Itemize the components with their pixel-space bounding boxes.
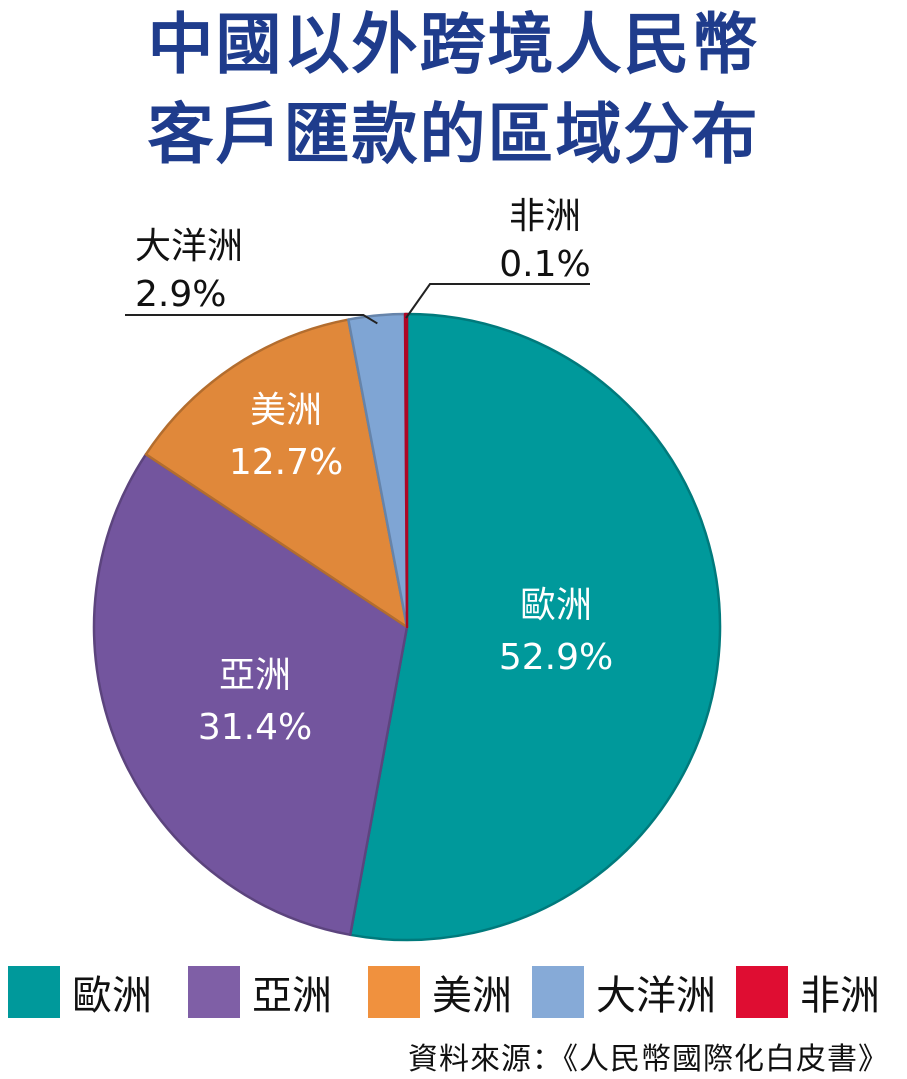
pie-slice-4 [403,312,409,629]
slice-value-label-4: 0.1% [499,244,590,285]
slice-name-label-4: 非洲 [509,196,581,237]
leader-line-oceania [125,314,378,325]
legend-item-3: 大洋洲 [532,962,716,1022]
chart-title-line2: 客戶匯款的區域分布 [147,96,760,173]
pie-slice-1 [92,453,409,937]
chart-title-line1: 中國以外跨境人民幣 [147,6,760,83]
leader-line-africa [405,283,590,319]
source-note: 資料來源：《人民幣國際化白皮書》 [408,1042,889,1077]
chart-legend: 歐洲 亞洲 美洲 大洋洲 非洲 [0,962,907,1022]
slice-name-label-0: 歐洲 [520,585,592,626]
pie-slice-2 [144,318,409,629]
slice-name-label-3: 大洋洲 [135,226,243,267]
slice-value-label-3: 2.9% [135,274,226,315]
legend-swatch-4 [736,966,788,1018]
legend-swatch-2 [368,966,420,1018]
legend-item-0: 歐洲 [8,962,152,1022]
legend-item-4: 非洲 [736,962,880,1022]
slice-value-label-1: 31.4% [198,707,312,748]
slice-name-label-1: 亞洲 [219,655,291,696]
legend-swatch-3 [532,966,584,1018]
legend-swatch-1 [188,966,240,1018]
slice-value-label-2: 12.7% [229,442,343,483]
slice-value-label-0: 52.9% [499,637,613,678]
pie-slice-0 [349,312,722,942]
legend-label-1: 亞洲 [252,973,332,1019]
legend-item-1: 亞洲 [188,962,332,1022]
pie-chart: 歐洲 52.9% 亞洲 31.4% 美洲 12.7% 大洋洲 2.9% 非洲 0.1% [92,196,722,942]
legend-item-2: 美洲 [368,962,512,1022]
slice-name-label-2: 美洲 [250,390,322,431]
legend-label-4: 非洲 [800,973,880,1019]
legend-label-3: 大洋洲 [596,973,716,1019]
legend-label-2: 美洲 [432,973,512,1019]
legend-label-0: 歐洲 [72,973,152,1019]
legend-swatch-0 [8,966,60,1018]
